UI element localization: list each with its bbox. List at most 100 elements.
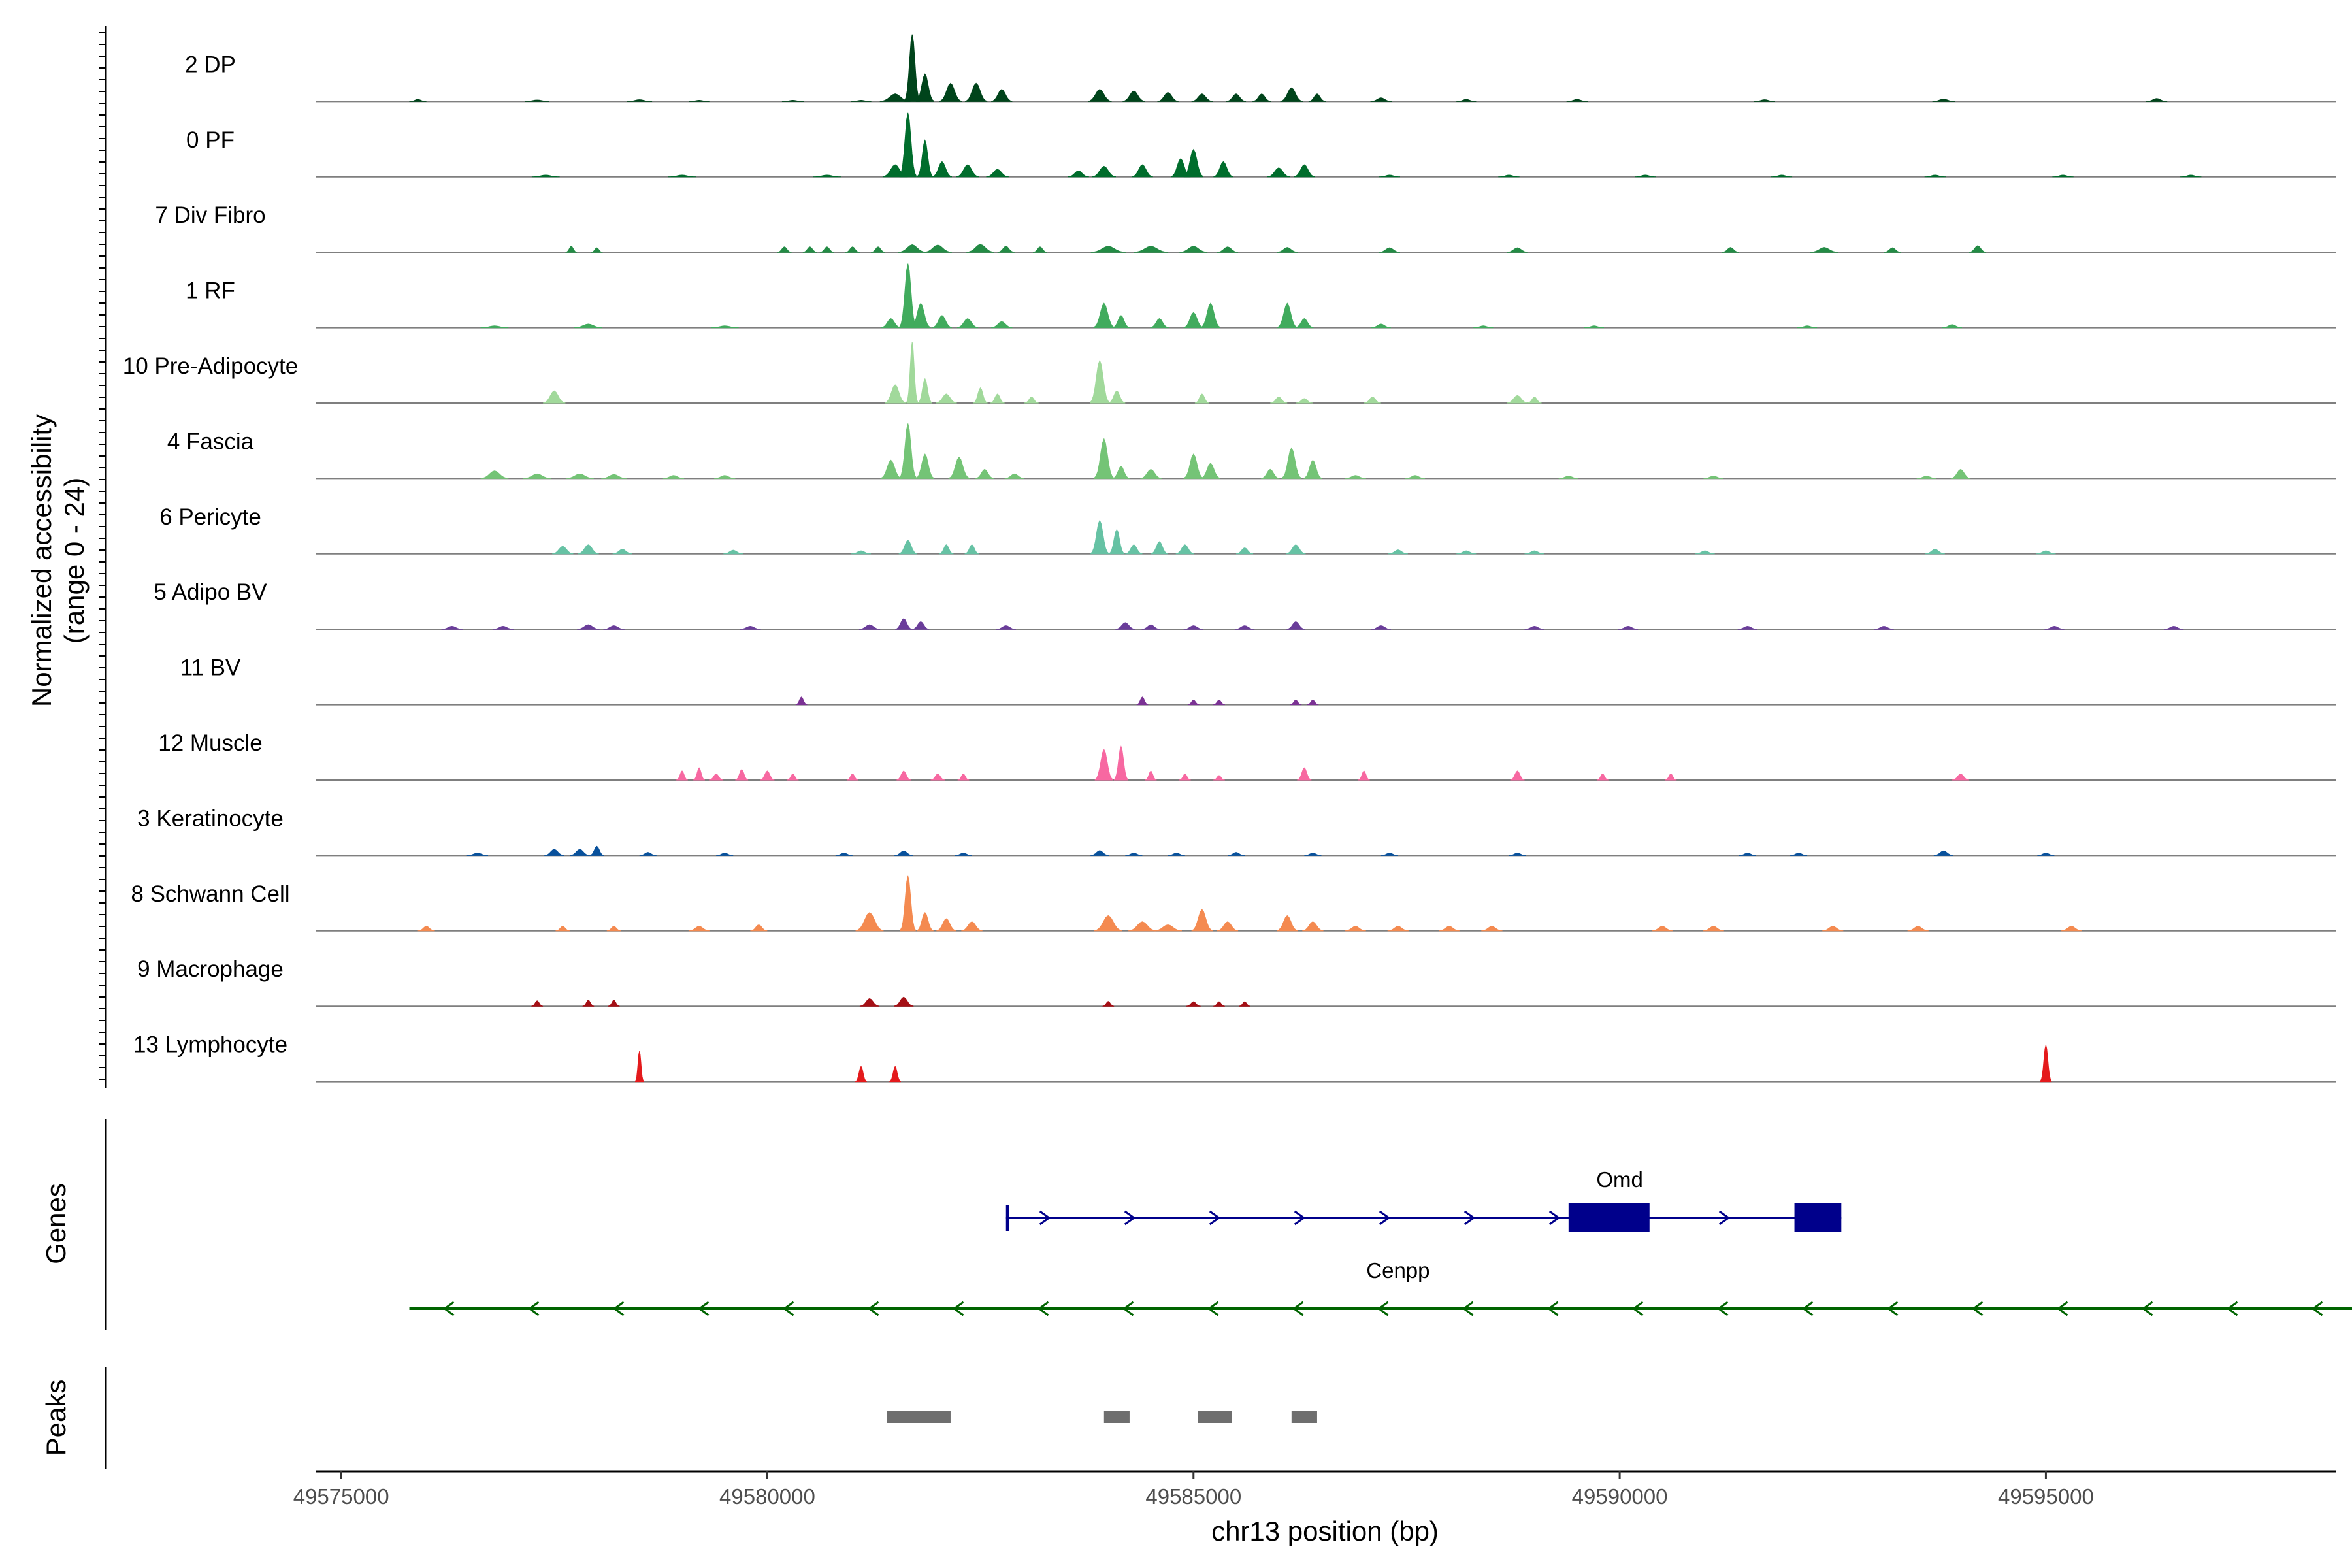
coverage-peak <box>1665 774 1677 781</box>
strand-arrow <box>1718 1210 1731 1226</box>
strand-arrow <box>697 1301 710 1316</box>
coverage-peak <box>917 378 932 404</box>
coverage-peak <box>1150 318 1169 329</box>
coverage-peak <box>1280 87 1303 102</box>
strand-arrow <box>867 1301 879 1316</box>
peak-region <box>1198 1411 1232 1423</box>
coverage-peak <box>466 853 488 856</box>
coverage-peak <box>1109 529 1125 555</box>
strand-arrow <box>1546 1301 1559 1316</box>
coverage-peak <box>1371 323 1391 329</box>
coverage-peak <box>1884 247 1901 253</box>
coverage-peak <box>781 99 804 102</box>
coverage-peak <box>1186 1001 1201 1007</box>
coverage-peak <box>1286 621 1305 630</box>
coverage-peak <box>1942 324 1962 329</box>
strand-arrow <box>1037 1301 1049 1316</box>
track-label: 5 Adipo BV <box>154 580 267 605</box>
coverage-peak <box>1277 302 1298 329</box>
track-label: 1 RF <box>186 278 235 304</box>
coverage-peak <box>898 540 917 555</box>
coverage-peak <box>1456 99 1477 102</box>
coverage-peak <box>1088 89 1112 102</box>
coverage-peak <box>1797 325 1818 329</box>
coverage-peak <box>835 853 853 856</box>
x-axis-title: chr13 position (bp) <box>1211 1516 1439 1546</box>
coverage-peak <box>555 926 570 932</box>
coverage-peak <box>1094 749 1113 781</box>
gene-label: Cenpp <box>1366 1258 1429 1282</box>
coverage-peak <box>688 926 710 932</box>
coverage-peak <box>552 546 574 555</box>
track-13-lymphocyte: 13 Lymphocyte <box>133 1032 2336 1083</box>
strand-arrow <box>2226 1301 2238 1316</box>
strand-arrow <box>1122 1301 1134 1316</box>
coverage-peak <box>760 770 775 781</box>
coverage-peak <box>1252 93 1271 102</box>
coverage-peak <box>1140 468 1162 479</box>
coverage-peak <box>1358 770 1370 781</box>
y-axis-title: Normalized accessibility <box>26 414 57 707</box>
x-tick-label: 49590000 <box>1572 1484 1668 1509</box>
coverage-peak <box>627 99 653 102</box>
track-3-keratinocyte: 3 Keratinocyte <box>137 806 2336 857</box>
coverage-peak <box>1168 853 1185 856</box>
coverage-peak <box>714 475 736 479</box>
coverage-peak <box>1090 519 1109 555</box>
coverage-peak <box>964 82 988 102</box>
coverage-peak <box>1136 696 1149 706</box>
coverage-peak <box>1157 91 1179 102</box>
track-12-muscle: 12 Muscle <box>158 730 2336 781</box>
track-5-adipo-bv: 5 Adipo BV <box>154 580 2336 630</box>
coverage-peak <box>795 696 808 706</box>
coverage-peak <box>1510 770 1525 781</box>
coverage-peak <box>1270 397 1288 404</box>
coverage-peak <box>570 849 590 856</box>
coverage-peak <box>851 550 872 555</box>
coverage-peak <box>1239 1001 1250 1007</box>
coverage-peak <box>900 875 916 932</box>
y-axis-title-range: (range 0 - 24) <box>59 478 90 644</box>
coverage-peak <box>1094 438 1114 479</box>
coverage-peak <box>1125 853 1143 856</box>
x-tick-label: 49575000 <box>293 1484 389 1509</box>
coverage-peak <box>1456 550 1477 555</box>
coverage-peak <box>1068 170 1089 178</box>
coverage-peak <box>574 323 602 329</box>
coverage-peak <box>851 99 872 102</box>
strand-arrow <box>1462 1301 1474 1316</box>
coverage-peak <box>577 624 600 630</box>
coverage-peak <box>1874 625 1894 630</box>
coverage-peak <box>1739 853 1756 856</box>
track-label: 9 Macrophage <box>137 956 284 982</box>
peaks-panel-title: Peaks <box>41 1380 71 1456</box>
coverage-peak <box>1498 174 1520 178</box>
coverage-peak <box>566 473 594 479</box>
coverage-peak <box>1307 700 1319 706</box>
coverage-peak <box>523 473 551 479</box>
coverage-peak <box>1132 164 1153 178</box>
coverage-peak <box>1771 174 1793 178</box>
peak-region <box>1291 1411 1317 1423</box>
coverage-peak <box>1277 247 1298 253</box>
coverage-peak <box>689 99 710 102</box>
coverage-peak <box>961 921 983 932</box>
coverage-peak <box>859 998 880 1007</box>
coverage-peak <box>1388 549 1408 555</box>
track-label: 7 Div Fibro <box>155 203 265 228</box>
coverage-peak <box>966 244 994 253</box>
coverage-peak <box>441 625 463 630</box>
coverage-peak <box>956 164 979 178</box>
coverage-peak <box>750 924 768 932</box>
coverage-peak <box>544 849 564 856</box>
coverage-peak <box>2037 853 2055 856</box>
coverage-peak <box>1379 174 1400 178</box>
coverage-peak <box>1597 774 1609 781</box>
coverage-peak <box>1090 246 1126 253</box>
coverage-peak <box>1703 476 1723 479</box>
strand-arrow <box>1971 1301 1984 1316</box>
coverage-peak <box>1405 475 1426 479</box>
coverage-peak <box>912 621 930 630</box>
track-label: 0 PF <box>186 127 235 153</box>
